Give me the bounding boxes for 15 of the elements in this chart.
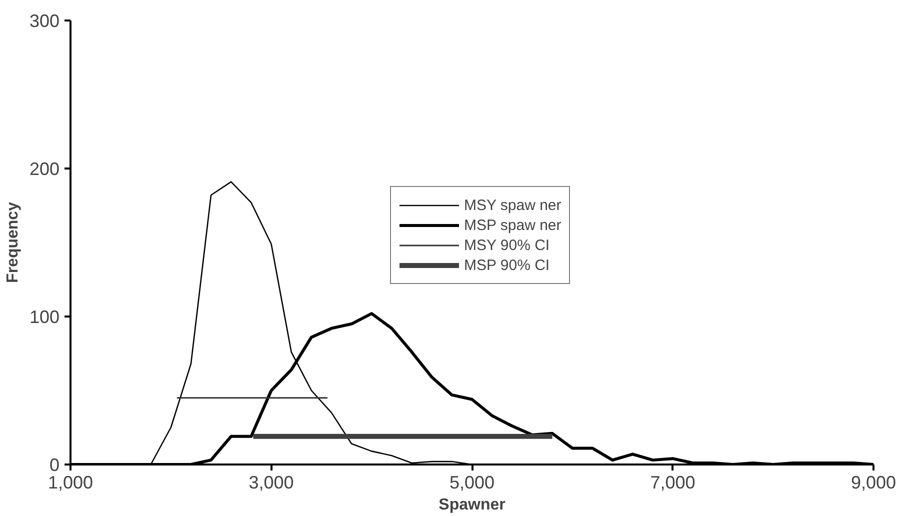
x-tick-label: 5,000: [449, 472, 495, 492]
y-axis-title: Frequency: [4, 202, 22, 283]
legend-label: MSP spaw ner: [464, 216, 562, 234]
x-tick-label: 9,000: [850, 472, 896, 492]
x-tick-label: 3,000: [248, 472, 294, 492]
y-tick-label: 300: [29, 11, 60, 31]
y-tick-label: 100: [29, 307, 60, 327]
x-tick-label: 7,000: [650, 472, 696, 492]
y-tick-label: 0: [49, 455, 60, 475]
x-tick-label: 1,000: [48, 472, 94, 492]
x-axis-title: Spawner: [438, 496, 506, 514]
legend-label: MSY spaw ner: [464, 196, 562, 214]
y-tick-label: 200: [29, 159, 60, 179]
legend-label: MSY 90% CI: [464, 236, 550, 254]
legend-label: MSP 90% CI: [464, 256, 550, 274]
